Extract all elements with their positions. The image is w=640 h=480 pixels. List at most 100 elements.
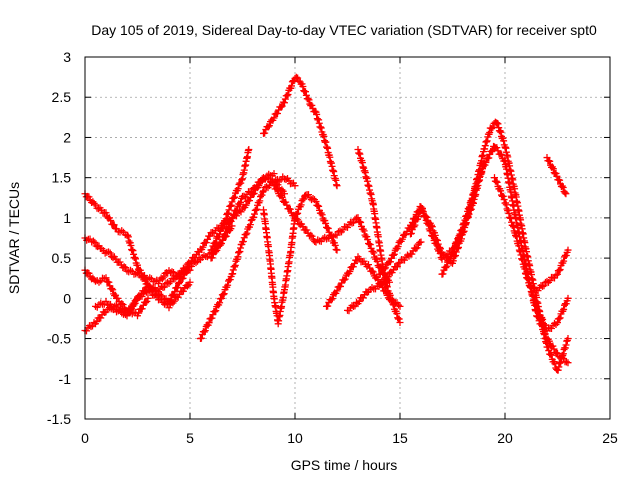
data-point	[109, 286, 117, 294]
data-point	[233, 206, 241, 214]
data-point	[455, 233, 463, 241]
data-point	[303, 226, 311, 234]
data-point	[524, 275, 532, 283]
chart-title: Day 105 of 2019, Sidereal Day-to-day VTE…	[91, 22, 597, 38]
data-point	[141, 287, 149, 295]
data-point	[495, 124, 503, 132]
data-point	[396, 318, 404, 326]
data-point	[251, 210, 258, 218]
data-point	[349, 263, 357, 271]
data-point	[394, 242, 402, 250]
data-point	[529, 292, 537, 300]
data-point	[412, 245, 420, 253]
data-point	[291, 182, 299, 190]
data-point	[366, 241, 374, 249]
data-point	[318, 211, 326, 219]
data-point	[274, 186, 281, 194]
data-point	[122, 264, 130, 272]
data-point	[423, 213, 431, 221]
data-point	[493, 144, 501, 152]
data-point	[545, 337, 553, 345]
data-point	[532, 301, 540, 309]
y-tick-label: -1	[59, 371, 72, 387]
data-point	[560, 257, 568, 265]
data-point	[284, 91, 292, 99]
data-point	[123, 312, 131, 320]
data-point	[211, 239, 219, 247]
data-point	[478, 169, 486, 177]
data-point	[324, 302, 332, 310]
data-point	[473, 182, 480, 190]
data-point	[208, 254, 216, 262]
data-point	[127, 241, 135, 249]
data-point	[550, 345, 558, 353]
data-point	[235, 249, 243, 257]
data-point	[132, 255, 140, 263]
y-tick-label: -1.5	[47, 411, 71, 427]
data-point	[407, 229, 415, 237]
data-point	[507, 214, 515, 222]
data-point	[333, 231, 341, 239]
data-point	[437, 245, 444, 253]
data-point	[248, 188, 255, 196]
data-point	[346, 267, 354, 275]
data-point	[442, 264, 450, 272]
data-point	[459, 221, 467, 229]
data-point	[357, 218, 365, 226]
data-point	[208, 246, 216, 254]
data-point	[179, 274, 187, 282]
data-point	[454, 244, 462, 252]
data-point	[388, 297, 396, 305]
data-point	[380, 265, 388, 273]
data-point	[166, 297, 174, 305]
data-point	[97, 314, 105, 322]
data-point	[497, 187, 505, 195]
data-point	[299, 83, 307, 91]
data-point	[288, 82, 295, 90]
data-point	[270, 170, 278, 178]
data-point	[350, 219, 357, 227]
x-tick-label: 20	[497, 430, 513, 446]
data-point	[225, 206, 233, 214]
data-point	[183, 282, 191, 290]
data-point	[160, 273, 168, 281]
data-point	[223, 211, 231, 219]
y-tick-label: 0	[63, 290, 71, 306]
data-point	[292, 73, 300, 81]
data-point	[337, 282, 344, 290]
data-point	[313, 115, 321, 123]
data-point	[396, 302, 404, 310]
data-point	[274, 109, 281, 117]
data-point	[333, 182, 341, 190]
data-point	[93, 318, 101, 326]
series-arc-4	[81, 266, 152, 320]
data-point	[167, 296, 175, 304]
data-point	[466, 203, 474, 211]
data-point	[359, 294, 367, 302]
data-point	[547, 351, 555, 359]
data-point	[432, 235, 440, 243]
data-point	[456, 230, 464, 238]
data-point	[95, 205, 102, 213]
data-point	[498, 151, 505, 159]
data-point	[90, 199, 98, 207]
data-point	[554, 319, 561, 327]
data-point	[475, 177, 483, 185]
data-point	[177, 270, 185, 278]
data-point	[270, 114, 278, 122]
data-point	[331, 241, 339, 249]
data-point	[554, 349, 561, 357]
data-point	[453, 239, 461, 247]
data-point	[229, 214, 237, 222]
data-point	[118, 300, 126, 308]
data-point	[531, 297, 539, 305]
data-point	[503, 205, 511, 213]
data-point	[355, 297, 363, 305]
data-point	[553, 172, 561, 180]
data-point	[562, 190, 570, 198]
data-point	[219, 291, 227, 299]
data-point	[523, 274, 531, 282]
data-point	[158, 292, 165, 300]
data-point	[564, 359, 572, 367]
data-point	[292, 215, 300, 223]
